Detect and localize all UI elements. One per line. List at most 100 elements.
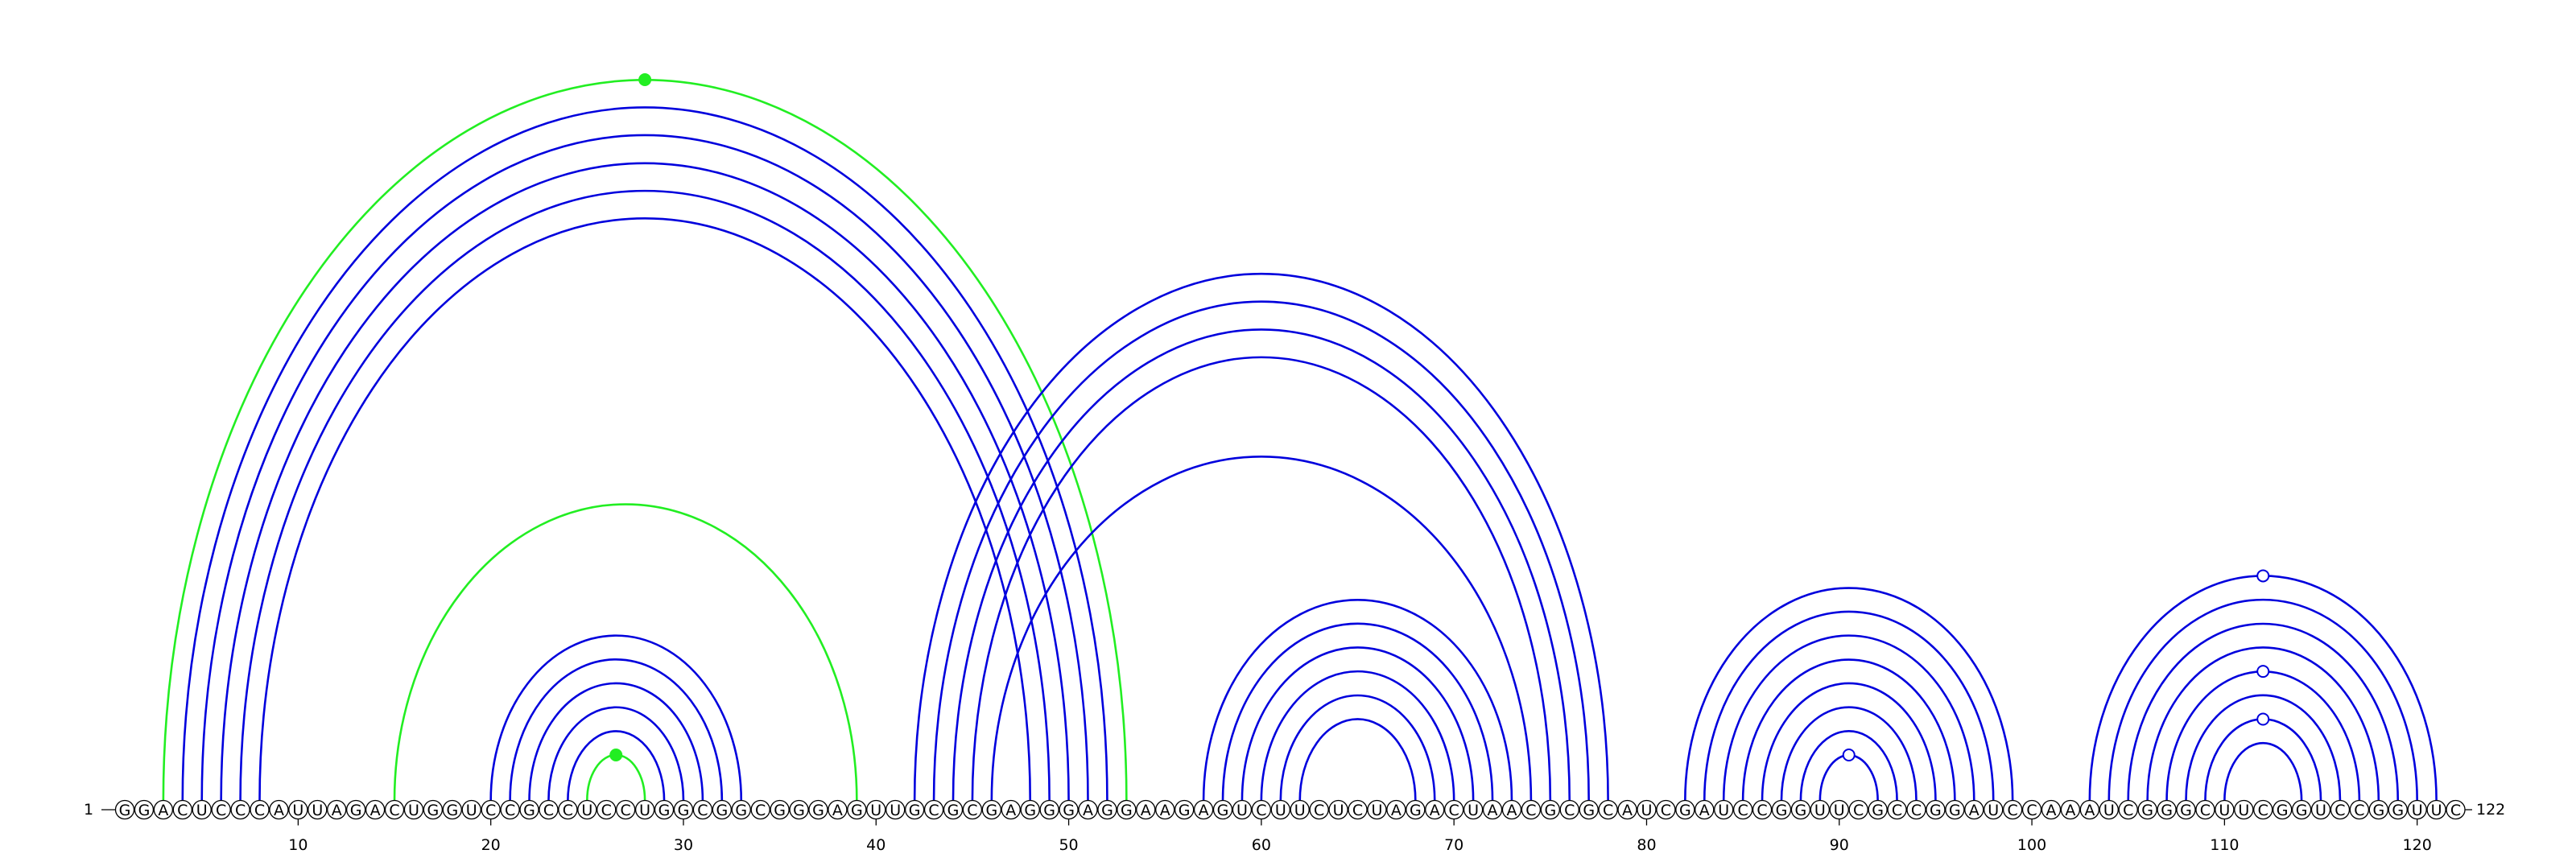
arc-87-94 [1780,706,1918,801]
nucleotide-circle [1790,799,1811,820]
nucleotide: G [981,799,1001,820]
nucleotide-letter: C [697,802,708,819]
nucleotide-letter: U [2103,802,2115,819]
nucleotide-circle [2446,799,2466,820]
nucleotide: C [1887,799,1907,820]
nucleotide: C [1309,799,1329,820]
nucleotide: G [731,799,751,820]
nucleotide-letter: G [1679,802,1691,819]
nucleotide-circle [461,799,481,820]
nucleotide: G [2291,799,2312,820]
nucleotide-circle [981,799,1001,820]
nucleotide-circle [2273,799,2293,820]
nucleotide-letter: U [890,802,901,819]
nucleotide: U [288,799,308,820]
nucleotide-circle [2041,799,2062,820]
nucleotide-letter: U [870,802,881,819]
nucleotide-letter: U [1333,802,1344,819]
nucleotide: U [1367,799,1387,820]
nucleotide-circle [423,799,444,820]
nucleotide-letter: A [2084,802,2095,819]
nucleotide-circle [750,799,770,820]
nucleotide-circle [1714,799,1734,820]
arc-57-73 [1202,598,1513,801]
nucleotide-letter: G [1949,802,1961,819]
nucleotide-circle [308,799,328,820]
arc-4-52 [181,106,1108,801]
nucleotide-letter: C [2123,802,2133,819]
arc-42-78 [913,273,1609,801]
nucleotide-letter: G [812,802,824,819]
tick-label: 100 [2017,836,2046,854]
nucleotide: G [654,799,675,820]
nucleotide: C [692,799,713,820]
nucleotide-circle [1945,799,1965,820]
nucleotide: U [1232,799,1253,820]
nucleotide-letter: C [216,802,226,819]
arc-22-31 [528,682,704,801]
arc-marker [638,73,652,87]
arc-105-119 [2127,622,2400,801]
arc-marker [2256,665,2270,679]
nucleotide: C [1444,799,1464,820]
nucleotide-circle [1328,799,1348,820]
nucleotide: A [269,799,289,820]
arc-104-120 [2107,598,2418,801]
nucleotide-letter: G [1544,802,1556,819]
nucleotide: A [2041,799,2062,820]
nucleotide-letter: G [716,802,728,819]
nucleotide: U [886,799,906,820]
nucleotide-letter: A [1141,802,1151,819]
nucleotide: U [1984,799,2004,820]
nucleotide: G [442,799,462,820]
arc-103-121 [2088,575,2438,801]
nucleotide: A [365,799,386,820]
tick-label: 30 [674,836,693,854]
nucleotide-circle [1020,799,1040,820]
nucleotide-circle [2330,799,2351,820]
nucleotide-letter: U [196,802,208,819]
nucleotide-letter: C [1737,802,1748,819]
nucleotide-circle [1425,799,1445,820]
nucleotide-circle [654,799,675,820]
nucleotide: A [1425,799,1445,820]
nucleotide-letter: U [1468,802,1479,819]
nucleotide: U [2310,799,2331,820]
nucleotide-letter: A [1699,802,1710,819]
nucleotide-circle [1078,799,1098,820]
nucleotide-letter: C [505,802,515,819]
nucleotide-letter: C [1352,802,1363,819]
arc-85-96 [1741,658,1956,801]
nucleotide-letter: C [928,802,939,819]
nucleotide: C [597,799,617,820]
nucleotide-letter: C [1853,802,1864,819]
nucleotide-circle [1501,799,1522,820]
nucleotide-circle [828,799,848,820]
nucleotide: G [770,799,790,820]
nucleotide-letter: G [909,802,921,819]
nucleotide-circle [2426,799,2446,820]
nucleotide: C [500,799,520,820]
arc-46-74 [990,455,1533,801]
nucleotide-letter: G [2372,802,2384,819]
sequence-end-label: 122 [2476,801,2505,819]
nucleotide-circle [192,799,212,820]
nucleotide-letter: G [427,802,440,819]
nucleotide-letter: A [332,802,342,819]
nucleotide-circle [1174,799,1195,820]
nucleotide-letter: G [2392,802,2404,819]
nucleotide: C [962,799,983,820]
nucleotide-letter: A [274,802,284,819]
nucleotide: A [153,799,174,820]
nucleotide-circle [2137,799,2157,820]
nucleotide-letter: G [1063,802,1075,819]
nucleotide: U [2215,799,2235,820]
nucleotide: A [1964,799,1984,820]
nucleotide-circle [2291,799,2312,820]
nucleotide-circle [634,799,655,820]
nucleotide-letter: U [1236,802,1248,819]
nucleotide: A [327,799,347,820]
arc-84-97 [1722,634,1975,801]
nucleotide: C [1251,799,1272,820]
